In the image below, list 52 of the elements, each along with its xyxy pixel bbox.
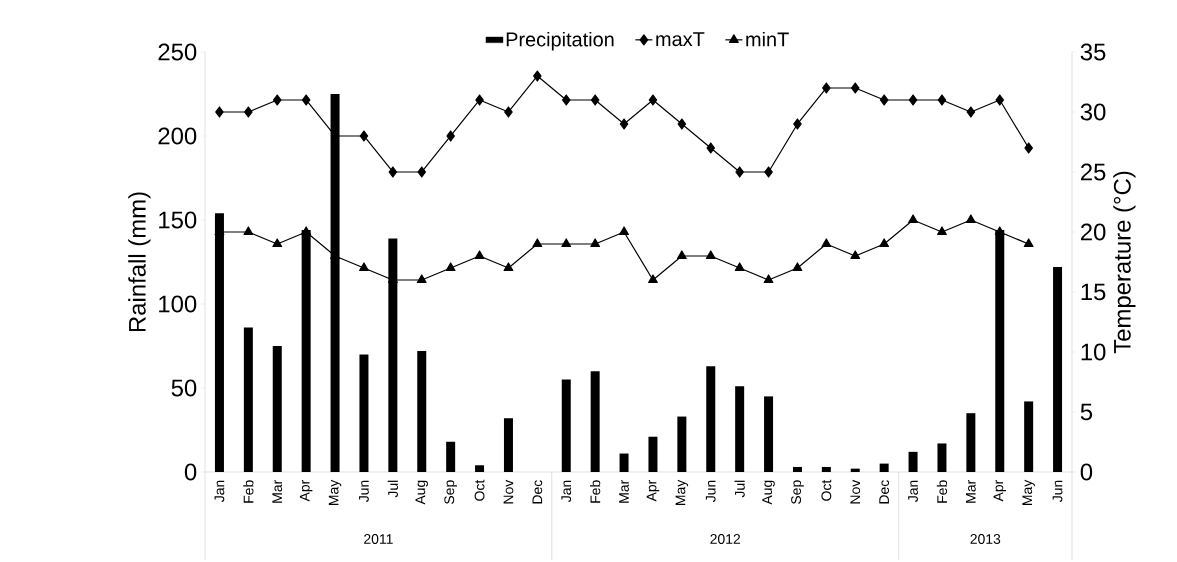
y-tick-label: 150: [159, 211, 197, 229]
x-tick-label: Feb: [936, 480, 948, 503]
x-tick-label: Jan: [561, 480, 572, 503]
y2-tick-label: 10: [1081, 343, 1106, 361]
x-tick-label: Jun: [1052, 480, 1063, 503]
text: 2012: [710, 534, 741, 544]
y2-tick-label: 25: [1080, 163, 1106, 181]
legend-label: maxT: [656, 32, 705, 47]
x-tick-label: Apr: [299, 480, 313, 502]
x-tick-label: Sep: [444, 480, 457, 504]
x-tick-label: Sep: [791, 480, 804, 504]
text: 2011: [364, 534, 393, 544]
y2-tick-label: 20: [1080, 223, 1106, 241]
x-tick-label: Dec: [879, 480, 890, 504]
y-tick-label: 200: [158, 127, 197, 145]
x-tick-label: Jul: [734, 480, 745, 498]
x-tick-label: May: [675, 479, 689, 505]
x-tick-label: Jun: [359, 480, 369, 503]
y-axis-title: Rainfall (mm): [128, 192, 151, 332]
x-tick-label: Oct: [821, 479, 832, 501]
y2-tick-label: 30: [1080, 103, 1106, 121]
y2-tick-label: 0: [1080, 463, 1093, 481]
y-tick-label: 50: [171, 379, 197, 397]
x-tick-label: Mar: [619, 480, 629, 503]
y-tick-label: 100: [159, 295, 197, 313]
x-tick-label: Oct: [474, 479, 485, 501]
y2-tick-label: 5: [1080, 403, 1093, 421]
y-tick-label: 250: [158, 43, 197, 61]
legend-label: minT: [746, 31, 789, 47]
x-tick-label: Mar: [272, 480, 283, 503]
y-tick-label: 0: [184, 463, 197, 481]
x-tick-label: Mar: [966, 480, 976, 503]
y2-axis-title: Temperature (°C): [1113, 171, 1136, 354]
x-tick-label: Jun: [705, 480, 716, 503]
x-tick-label: Dec: [532, 480, 543, 504]
x-tick-label: Jan: [214, 480, 225, 503]
legend-label: Precipitation: [506, 31, 614, 51]
y2-tick-label: 15: [1081, 283, 1106, 301]
y2-tick-label: 35: [1080, 43, 1106, 61]
x-tick-label: Feb: [243, 480, 254, 503]
x-tick-label: May: [328, 479, 342, 505]
x-tick-label: Nov: [850, 479, 861, 504]
x-tick-label: Nov: [503, 479, 514, 504]
text: 2013: [970, 534, 1001, 544]
x-tick-label: Feb: [590, 480, 601, 503]
x-tick-label: Aug: [762, 480, 775, 505]
x-tick-label: Apr: [646, 480, 660, 502]
x-tick-label: Aug: [415, 480, 428, 505]
x-tick-label: Apr: [993, 480, 1006, 502]
x-tick-label: May: [1022, 479, 1035, 505]
x-tick-label: Jul: [387, 480, 398, 498]
x-tick-label: Jan: [908, 480, 918, 503]
